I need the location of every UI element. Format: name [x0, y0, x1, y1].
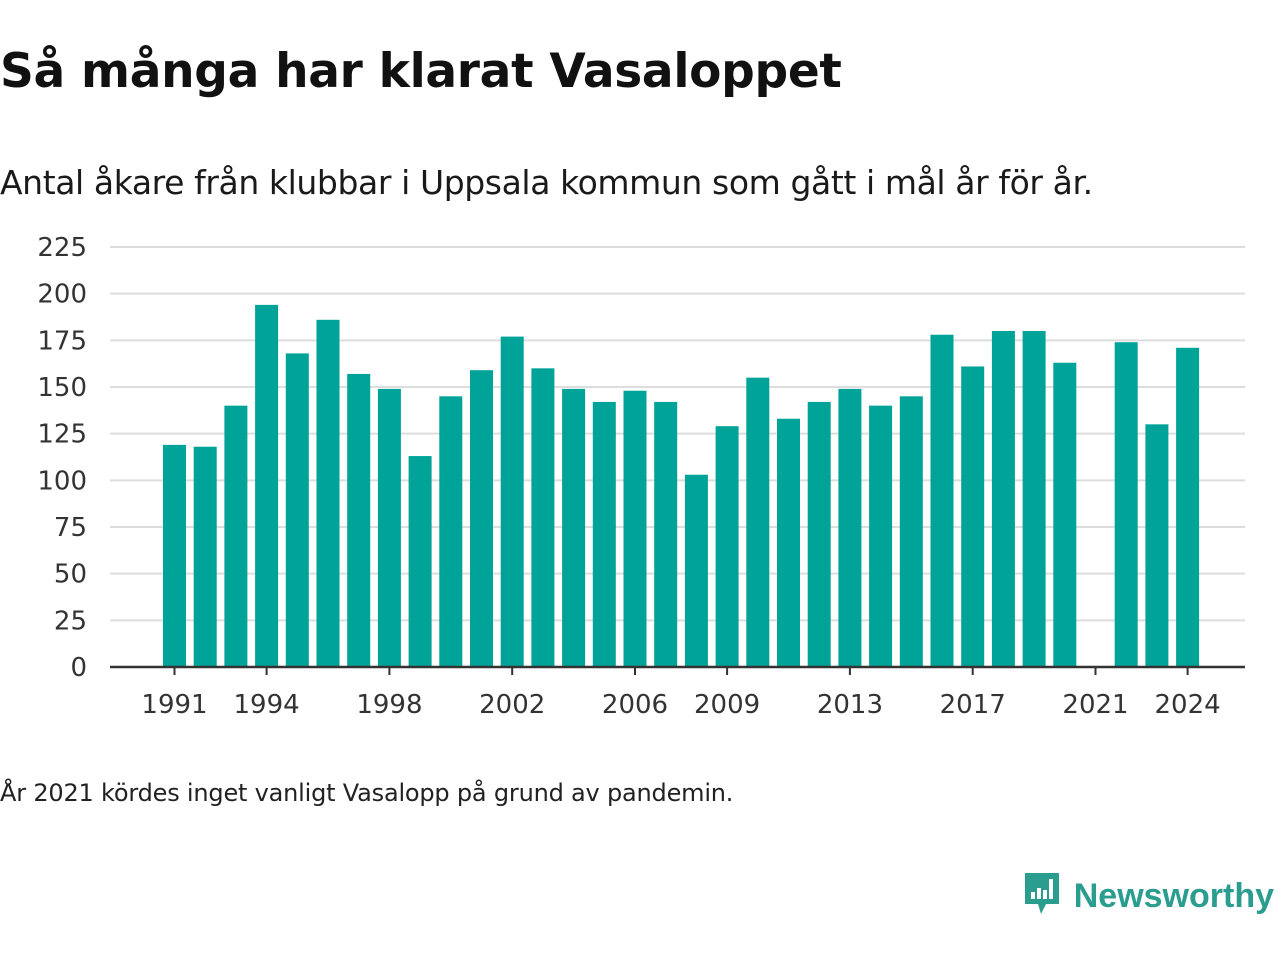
x-tick-label: 2021	[1062, 690, 1128, 720]
chart-subtitle: Antal åkare från klubbar i Uppsala kommu…	[0, 163, 1093, 202]
bar-2018	[991, 331, 1015, 667]
y-tick-label: 200	[37, 280, 87, 310]
bar-1995	[285, 353, 309, 667]
bar-1992	[193, 446, 217, 667]
bar-2000	[439, 396, 463, 667]
bar-2011	[777, 418, 800, 667]
y-tick-label: 50	[54, 560, 87, 590]
bar-2003	[531, 368, 555, 667]
x-tick-label: 1998	[356, 690, 422, 720]
x-axis-tick-labels: 1991 1994 1998 2002 2006 2009 2013 2017 2021 2024	[141, 667, 1221, 720]
bar-2007	[654, 401, 678, 667]
footnote: År 2021 kördes inget vanligt Vasalopp på…	[0, 779, 734, 807]
newsworthy-logo-icon	[1022, 870, 1062, 922]
y-tick-label: 0	[70, 653, 87, 683]
bar-2019	[1022, 331, 1046, 667]
x-tick-label: 2002	[479, 690, 545, 720]
bar-1994	[255, 304, 279, 667]
x-tick-label: 2006	[602, 690, 668, 720]
bar-2001	[470, 370, 493, 667]
x-tick-label: 1994	[234, 690, 300, 720]
bar-2005	[592, 401, 616, 667]
y-tick-label: 150	[37, 373, 87, 403]
y-axis-tick-labels: 0 25 50 75 100 125 150 175 200 225	[37, 233, 87, 683]
brand-name: Newsworthy	[1073, 876, 1274, 915]
bar-2024	[1176, 347, 1200, 667]
bar-2016	[930, 334, 954, 667]
bar-1999	[408, 456, 432, 667]
bar-1996	[316, 319, 340, 667]
bar-2012	[807, 401, 831, 667]
y-tick-label: 100	[37, 466, 87, 496]
bar-2010	[746, 377, 770, 667]
bar-2008	[684, 474, 708, 667]
bar-chart: 0 25 50 75 100 125 150 175 200 225 1991 1994 1998 20…	[37, 233, 1245, 720]
y-tick-label: 225	[37, 233, 87, 263]
bar-2022	[1114, 342, 1138, 667]
brand-logo[interactable]: Newsworthy	[1022, 870, 1274, 922]
bar-2009	[715, 426, 739, 667]
bar-2014	[869, 405, 893, 667]
bar-2004	[562, 388, 586, 667]
x-tick-label: 1991	[141, 690, 207, 720]
bar-1997	[347, 373, 371, 667]
bar-2017	[961, 366, 985, 667]
bars	[163, 304, 1200, 667]
bar-1991	[163, 444, 186, 667]
bar-2006	[623, 390, 647, 667]
y-tick-label: 25	[54, 606, 87, 636]
y-tick-label: 125	[37, 420, 87, 450]
x-tick-label: 2017	[940, 690, 1006, 720]
bar-2013	[838, 388, 862, 667]
y-tick-label: 75	[54, 513, 87, 543]
bar-1998	[377, 388, 401, 667]
x-tick-label: 2013	[817, 690, 883, 720]
bar-2015	[899, 396, 923, 667]
bar-2002	[500, 336, 524, 667]
y-tick-label: 175	[37, 326, 87, 356]
x-tick-label: 2009	[694, 690, 760, 720]
chart-title: Så många har klarat Vasaloppet	[0, 44, 842, 99]
bar-2023	[1145, 424, 1169, 667]
x-tick-label: 2024	[1155, 690, 1221, 720]
bar-1993	[224, 405, 248, 667]
bar-2020	[1053, 362, 1077, 667]
